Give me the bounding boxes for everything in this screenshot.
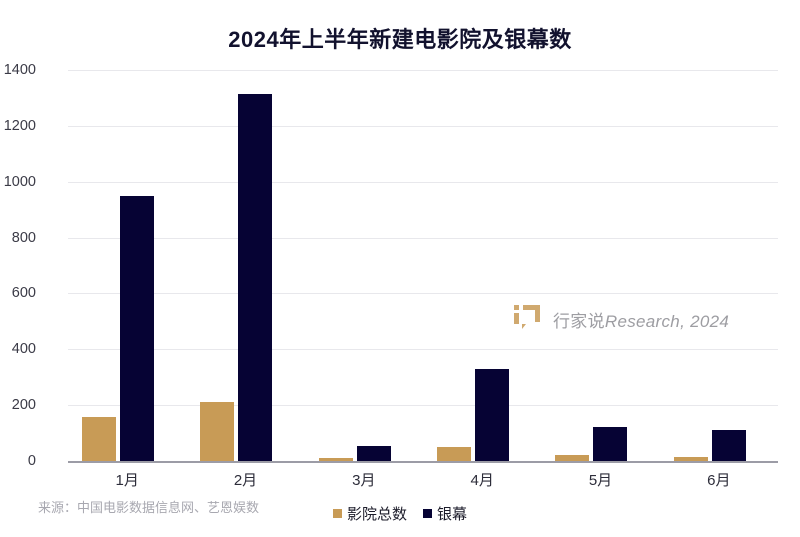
x-axis-tick-label: 3月: [352, 472, 376, 489]
bar-theatres[interactable]: [673, 456, 708, 461]
bar-screens[interactable]: [593, 426, 628, 461]
x-axis-tick-label: 5月: [588, 472, 613, 489]
bar-group: [305, 70, 423, 461]
gridline: [68, 70, 778, 71]
gridline: [68, 405, 778, 407]
x-axis-tick-label: 2月: [233, 472, 258, 489]
y-axis-tick-label: 1400: [3, 62, 36, 78]
source-note: 来源：中国电影数据信息网、艺恩娱数: [38, 500, 260, 515]
bar-theatres[interactable]: [318, 457, 353, 461]
bar-group: [423, 70, 541, 461]
y-axis-tick-label: 1200: [3, 117, 36, 134]
gridline: [68, 181, 778, 183]
watermark: 行家说Research, 2024: [512, 302, 729, 337]
x-axis-line: [68, 461, 778, 463]
bar-screens[interactable]: [475, 369, 509, 461]
legend-item-theatres[interactable]: 影院总数: [332, 503, 407, 524]
bar-screens[interactable]: [356, 445, 391, 461]
bar-theatres[interactable]: [437, 446, 471, 461]
bar-group: [68, 70, 186, 461]
y-axis-tick-label: 200: [11, 397, 36, 414]
plot-area: 0 200 400 600 800 1000 1200 1400 1月 2月 3月 4月 5月 6月: [4, 62, 778, 489]
x-axis-tick-label: 6月: [707, 472, 731, 489]
watermark-text-cn: 行家说: [553, 312, 605, 331]
chart-title: 2024年上半年新建电影院及银幕数: [228, 27, 572, 52]
gridline: [68, 125, 778, 127]
bar-theatres[interactable]: [82, 417, 116, 461]
legend-swatch: [332, 509, 342, 518]
y-axis-tick-label: 600: [11, 285, 36, 302]
y-axis-tick-label: 1000: [3, 173, 36, 190]
x-axis-tick-label: 4月: [470, 472, 494, 489]
chart-legend: 影院总数 银幕: [0, 503, 800, 524]
hangjiashuo-logo-icon: [512, 302, 542, 337]
gridline: [68, 293, 778, 295]
legend-swatch: [423, 509, 432, 518]
bar-group: [186, 70, 304, 461]
bar-theatres[interactable]: [555, 455, 590, 461]
bar-group: [541, 70, 659, 461]
legend-item-screens[interactable]: 银幕: [423, 503, 467, 524]
watermark-text: 行家说Research, 2024: [553, 307, 729, 332]
bar-screens[interactable]: [238, 93, 273, 461]
legend-label: 影院总数: [346, 506, 407, 523]
gridline: [68, 349, 778, 351]
y-axis-tick-label: 800: [11, 229, 36, 246]
x-axis-tick-label: 1月: [115, 472, 139, 489]
bar-group: [660, 70, 778, 461]
bar-screens[interactable]: [120, 196, 154, 461]
gridline: [68, 237, 778, 239]
watermark-text-en: Research, 2024: [604, 312, 730, 331]
y-axis-tick-label: 0: [27, 453, 36, 469]
y-axis-tick-label: 400: [11, 341, 36, 358]
legend-label: 银幕: [437, 506, 468, 523]
bar-theatres[interactable]: [200, 402, 235, 461]
bar-screens[interactable]: [711, 430, 746, 461]
